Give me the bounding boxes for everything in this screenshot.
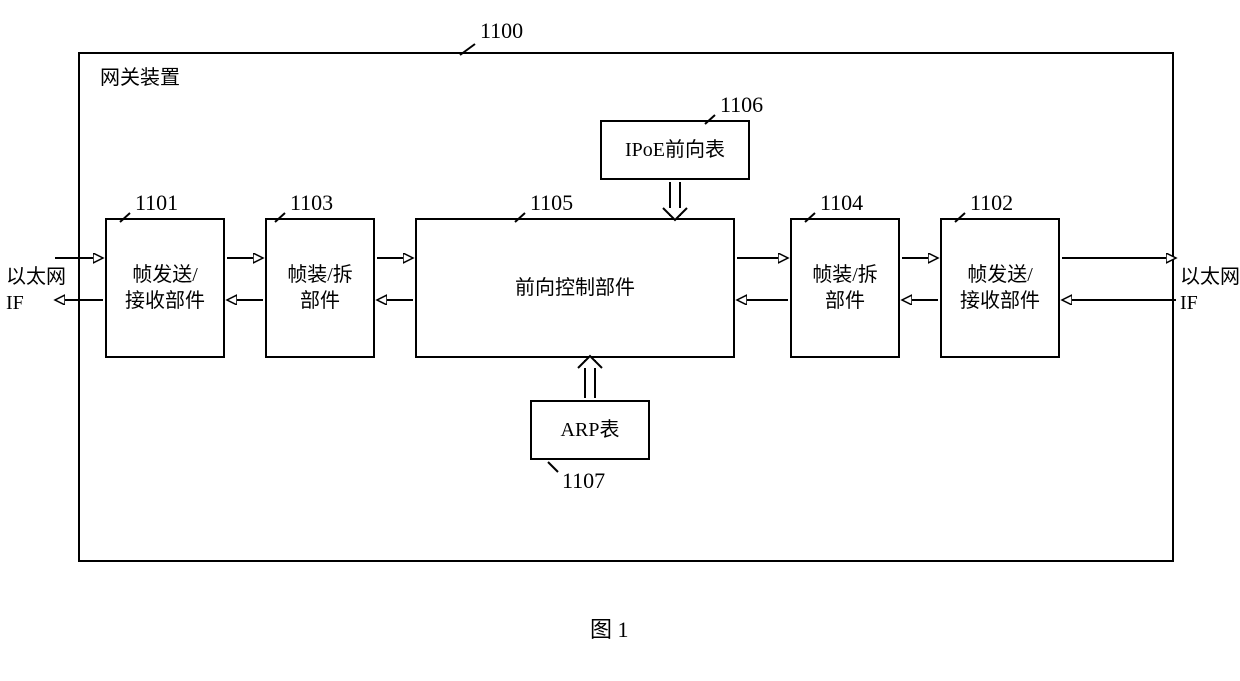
block-1102: 帧发送/ 接收部件 [940,218,1060,358]
diagram-canvas: 网关装置 1100 帧发送/ 接收部件 帧装/拆 部件 前向控制部件 IPoE前… [0,0,1240,681]
ref-1100: 1100 [480,18,523,44]
block-1103-text: 帧装/拆 部件 [287,262,353,314]
block-1104: 帧装/拆 部件 [790,218,900,358]
block-1102-text: 帧发送/ 接收部件 [960,262,1040,314]
block-1107: ARP表 [530,400,650,460]
block-1104-text: 帧装/拆 部件 [812,262,878,314]
outer-title: 网关装置 [100,65,180,91]
ref-1105: 1105 [530,190,573,216]
ref-1107: 1107 [562,468,605,494]
ref-1102: 1102 [970,190,1013,216]
ref-1104: 1104 [820,190,863,216]
block-1106-text: IPoE前向表 [625,137,725,163]
block-1105-text: 前向控制部件 [515,275,635,301]
block-1101: 帧发送/ 接收部件 [105,218,225,358]
block-1107-text: ARP表 [561,417,620,443]
block-1101-text: 帧发送/ 接收部件 [125,262,205,314]
block-1106: IPoE前向表 [600,120,750,180]
block-1103: 帧装/拆 部件 [265,218,375,358]
figure-caption: 图 1 [590,612,629,644]
ref-1106: 1106 [720,92,763,118]
ref-1101: 1101 [135,190,178,216]
ext-left-label: 以太网 IF [6,264,66,316]
ext-right-label: 以太网 IF [1180,264,1240,316]
block-1105: 前向控制部件 [415,218,735,358]
ref-1103: 1103 [290,190,333,216]
